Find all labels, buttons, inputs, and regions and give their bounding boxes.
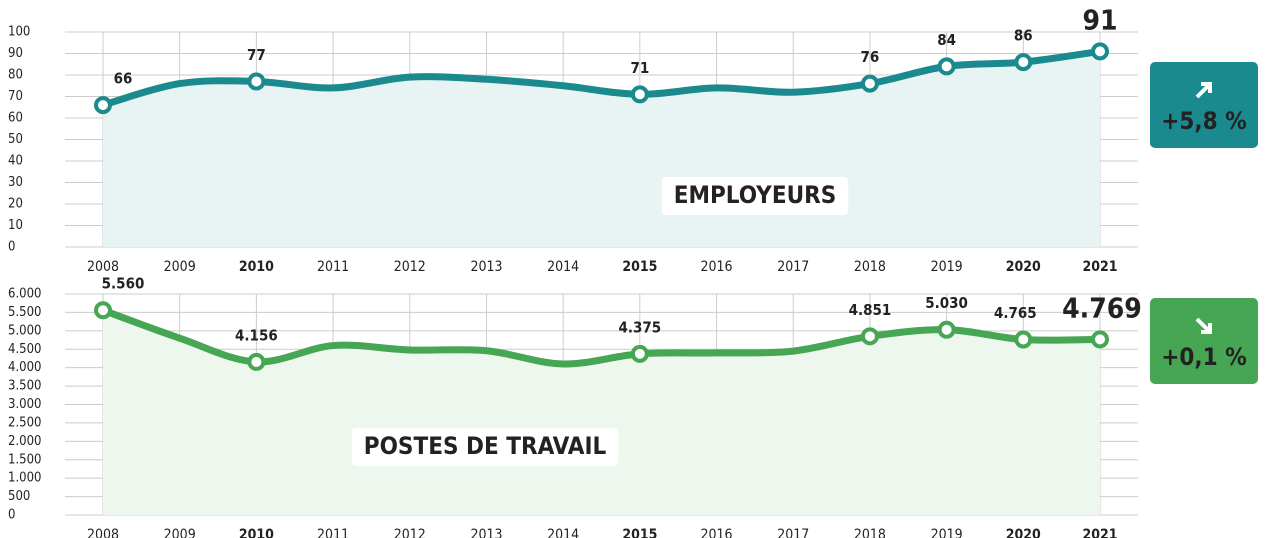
value-label: 76 bbox=[861, 48, 880, 66]
y-tick-label: 2.500 bbox=[8, 415, 41, 430]
y-tick-label: 90 bbox=[8, 46, 23, 61]
y-tick-label: 1.000 bbox=[8, 471, 41, 486]
x-tick-label: 2014 bbox=[547, 259, 579, 275]
trend-arrow bbox=[1195, 317, 1212, 334]
x-tick-label: 2018 bbox=[854, 259, 886, 275]
y-tick-label: 100 bbox=[8, 25, 30, 40]
badge bbox=[1150, 298, 1258, 384]
value-label: 4.765 bbox=[994, 304, 1037, 322]
value-label: 4.375 bbox=[619, 318, 662, 336]
series-label: EMPLOYEURS bbox=[674, 181, 837, 209]
x-tick-label: 2020 bbox=[1006, 527, 1041, 538]
x-tick-label: 2017 bbox=[777, 259, 809, 275]
value-label: 4.156 bbox=[235, 326, 278, 344]
x-tick-label: 2020 bbox=[1006, 259, 1041, 275]
marker bbox=[860, 327, 879, 346]
y-tick-label: 3.500 bbox=[8, 379, 41, 394]
x-tick-label: 2011 bbox=[317, 527, 349, 538]
y-tick-label: 5.500 bbox=[8, 305, 41, 320]
y-tick-label: 4.000 bbox=[8, 360, 41, 375]
value-label: 66 bbox=[114, 70, 133, 88]
y-tick-label: 50 bbox=[8, 132, 23, 147]
value-label: 77 bbox=[247, 46, 266, 64]
x-tick-label: 2015 bbox=[622, 259, 657, 275]
x-tick-label: 2018 bbox=[854, 527, 886, 538]
value-label: 5.030 bbox=[925, 294, 968, 312]
value-label: 84 bbox=[937, 31, 956, 49]
y-tick-label: 4.500 bbox=[8, 342, 41, 357]
x-tick-label: 2011 bbox=[317, 259, 349, 275]
area bbox=[103, 51, 1100, 247]
x-tick-label: 2010 bbox=[239, 259, 274, 275]
marker bbox=[1014, 53, 1033, 72]
x-tick-label: 2013 bbox=[470, 527, 502, 538]
x-tick-label: 2012 bbox=[394, 259, 426, 275]
x-tick-label: 2021 bbox=[1082, 527, 1117, 538]
marker bbox=[1091, 42, 1109, 61]
value-label: 86 bbox=[1014, 27, 1033, 45]
y-tick-label: 2.000 bbox=[8, 434, 41, 449]
x-tick-label: 2009 bbox=[164, 527, 196, 538]
marker bbox=[1014, 330, 1033, 349]
x-tick-label: 2013 bbox=[470, 259, 502, 275]
marker bbox=[94, 96, 112, 115]
y-tick-label: 40 bbox=[8, 154, 23, 169]
marker bbox=[247, 352, 266, 371]
marker bbox=[247, 72, 266, 91]
badge bbox=[1150, 62, 1258, 148]
x-tick-label: 2008 bbox=[87, 259, 119, 275]
marker bbox=[860, 74, 879, 93]
x-tick-label: 2009 bbox=[164, 259, 196, 275]
marker bbox=[630, 85, 649, 104]
y-tick-label: 20 bbox=[8, 197, 23, 212]
series-label-box bbox=[351, 428, 619, 466]
trend-arrow bbox=[1195, 82, 1212, 99]
x-tick-label: 2019 bbox=[931, 259, 963, 275]
marker bbox=[1091, 330, 1109, 349]
y-tick-label: 60 bbox=[8, 111, 23, 126]
y-tick-label: 0 bbox=[8, 240, 15, 255]
y-tick-label: 6.000 bbox=[8, 287, 41, 302]
y-tick-label: 3.000 bbox=[8, 397, 41, 412]
x-tick-label: 2017 bbox=[777, 527, 809, 538]
series-label-box bbox=[661, 177, 849, 215]
value-label: 71 bbox=[630, 59, 649, 77]
y-tick-label: 80 bbox=[8, 68, 23, 83]
y-tick-label: 1.500 bbox=[8, 452, 41, 467]
y-tick-label: 30 bbox=[8, 175, 23, 190]
x-tick-label: 2015 bbox=[622, 527, 657, 538]
value-label: 4.769 bbox=[1062, 291, 1142, 324]
marker bbox=[937, 57, 956, 76]
y-tick-label: 500 bbox=[8, 489, 30, 504]
x-tick-label: 2010 bbox=[239, 527, 274, 538]
series-label: POSTES DE TRAVAIL bbox=[364, 432, 607, 460]
x-tick-label: 2016 bbox=[701, 527, 733, 538]
value-label: 4.851 bbox=[849, 301, 892, 319]
value-label: 91 bbox=[1082, 3, 1117, 36]
x-tick-label: 2021 bbox=[1082, 259, 1117, 275]
marker bbox=[630, 344, 649, 363]
y-tick-label: 0 bbox=[8, 508, 15, 523]
marker bbox=[937, 320, 956, 339]
badge-value: +5,8 % bbox=[1161, 107, 1247, 135]
x-tick-label: 2016 bbox=[701, 259, 733, 275]
badge-value: +0,1 % bbox=[1161, 343, 1247, 371]
marker bbox=[94, 301, 112, 320]
x-tick-label: 2008 bbox=[87, 527, 119, 538]
y-tick-label: 5.000 bbox=[8, 323, 41, 338]
y-tick-label: 10 bbox=[8, 218, 23, 233]
x-tick-label: 2014 bbox=[547, 527, 579, 538]
x-tick-label: 2019 bbox=[931, 527, 963, 538]
x-tick-label: 2012 bbox=[394, 527, 426, 538]
value-label: 5.560 bbox=[102, 275, 145, 293]
y-tick-label: 70 bbox=[8, 89, 23, 104]
